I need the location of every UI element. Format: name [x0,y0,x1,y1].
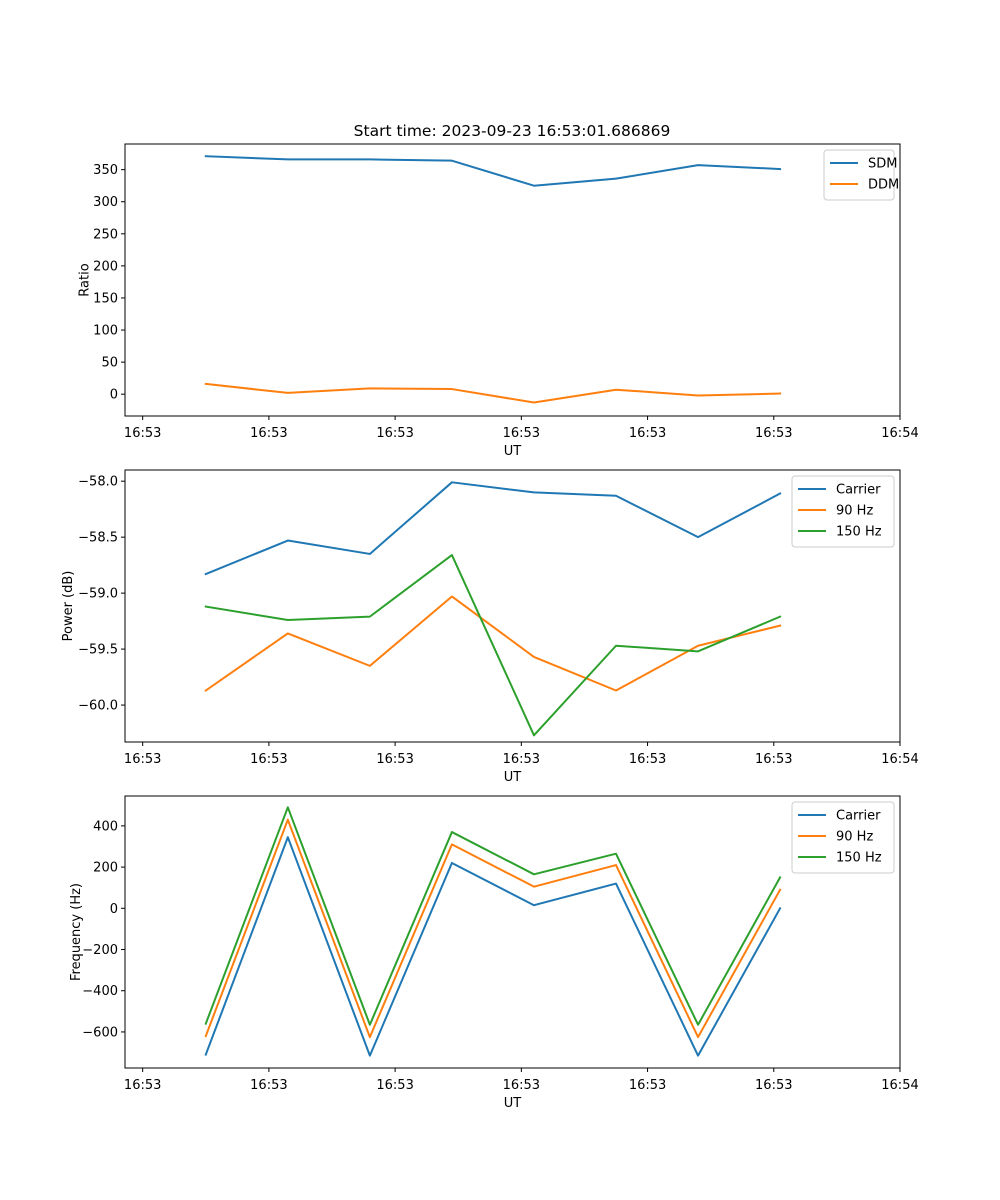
power-legend-label-carrier: Carrier [836,483,881,498]
power-y-tick-label: −59.5 [78,643,118,658]
frequency-x-tick-label: 16:53 [124,1078,161,1093]
ratio-axes-frame [124,143,901,417]
ratio-y-axis-label: Ratio [77,263,92,296]
frequency-axes-frame [124,795,901,1069]
power-legend-label-150-hz: 150 Hz [836,525,882,540]
frequency-y-tick-label: −600 [82,1025,118,1040]
frequency-y-tick-label: −200 [82,943,118,958]
ratio-subplot: 16:53 16:53 16:53 16:53 16:53 16:53 16:54 0 50 10… [77,143,919,459]
ratio-series-ddm-line [204,382,782,404]
frequency-x-tick-label: 16:53 [503,1078,540,1093]
frequency-y-tick-label: 400 [93,819,118,834]
power-x-tick-label: 16:53 [250,752,287,767]
frequency-subplot: 16:53 16:53 16:53 16:53 16:53 16:53 16:54 −600 −… [69,795,919,1111]
ratio-legend: SDM DDM [823,149,899,201]
ratio-series-sdm-line [204,155,782,187]
power-series-90-hz-line [204,595,782,692]
ratio-x-tick-label: 16:53 [503,426,540,441]
ratio-y-tick-label: 350 [93,163,118,178]
chart-title: Start time: 2023-09-23 16:53:01.686869 [354,122,671,140]
ratio-legend-label-ddm: DDM [868,178,899,193]
frequency-series-90-hz-line [204,818,782,1039]
frequency-legend-label-90-hz: 90 Hz [836,830,873,845]
frequency-x-tick-label: 16:54 [881,1078,918,1093]
frequency-x-tick-label: 16:53 [376,1078,413,1093]
frequency-legend: Carrier 90 Hz 150 Hz [791,801,895,874]
frequency-legend-label-150-hz: 150 Hz [836,851,882,866]
power-x-tick-label: 16:54 [881,752,918,767]
ratio-y-tick-label: 300 [93,195,118,210]
power-legend: Carrier 90 Hz 150 Hz [791,475,895,548]
power-x-tick-label: 16:53 [503,752,540,767]
frequency-y-tick-label: 200 [93,861,118,876]
ratio-y-tick-label: 200 [93,259,118,274]
power-series-150-hz-line [204,554,782,737]
ratio-x-tick-label: 16:53 [124,426,161,441]
ratio-x-tick-label: 16:53 [629,426,666,441]
ratio-x-tick-label: 16:54 [881,426,918,441]
frequency-y-axis-label: Frequency (Hz) [69,883,84,981]
ratio-y-tick-label: 150 [93,291,118,306]
frequency-x-tick-label: 16:53 [250,1078,287,1093]
power-x-tick-label: 16:53 [755,752,792,767]
ratio-x-axis-label: UT [504,444,522,459]
power-axes-frame [124,469,901,743]
power-y-tick-label: −59.0 [78,587,118,602]
frequency-legend-label-carrier: Carrier [836,809,881,824]
frequency-y-tick-label: 0 [110,902,118,917]
power-y-tick-label: −58.5 [78,531,118,546]
power-x-tick-label: 16:53 [376,752,413,767]
power-x-tick-label: 16:53 [124,752,161,767]
ratio-x-tick-label: 16:53 [250,426,287,441]
power-subplot: 16:53 16:53 16:53 16:53 16:53 16:53 16:54 −60.0… [61,469,919,785]
power-x-axis-label: UT [504,770,522,785]
ratio-x-tick-label: 16:53 [755,426,792,441]
ratio-legend-label-sdm: SDM [868,157,897,172]
frequency-legend-frame [791,801,895,874]
frequency-x-tick-label: 16:53 [629,1078,666,1093]
power-y-tick-label: −60.0 [78,699,118,714]
power-x-tick-label: 16:53 [629,752,666,767]
frequency-series-150-hz-line [204,806,782,1026]
power-legend-frame [791,475,895,548]
frequency-x-axis-label: UT [504,1096,522,1111]
frequency-y-tick-label: −400 [82,984,118,999]
power-y-axis-label: Power (dB) [61,571,76,642]
frequency-series-carrier-line [204,836,782,1057]
ratio-x-tick-label: 16:53 [376,426,413,441]
frequency-x-tick-label: 16:53 [755,1078,792,1093]
power-y-tick-label: −58.0 [78,475,118,490]
power-series-carrier-line [204,481,782,576]
ratio-y-tick-label: 50 [101,356,118,371]
power-legend-label-90-hz: 90 Hz [836,504,873,519]
ratio-y-tick-label: 100 [93,324,118,339]
ratio-y-tick-label: 250 [93,227,118,242]
ratio-y-tick-label: 0 [110,388,118,403]
